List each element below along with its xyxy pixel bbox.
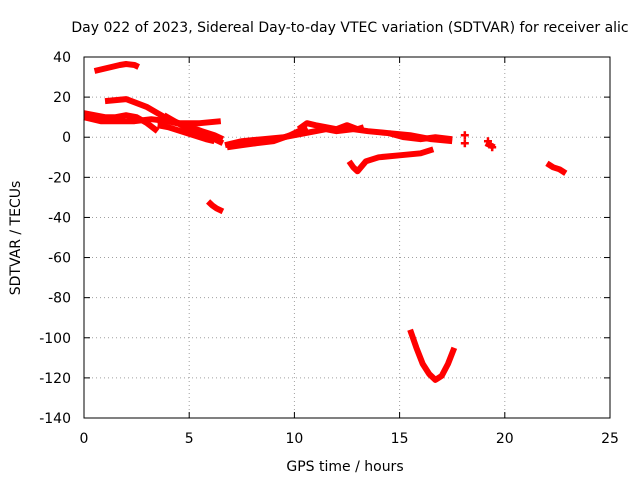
data-point xyxy=(460,139,469,148)
x-tick-label: 10 xyxy=(285,431,303,447)
series-arc-13 xyxy=(388,130,453,143)
y-tick-labels: 40 20 0 -20 -40 -60 -80 -100 -120 -140 xyxy=(39,50,71,427)
x-tick-label: 20 xyxy=(496,431,514,447)
y-tick-label: -80 xyxy=(48,291,71,307)
y-tick-label: -40 xyxy=(48,210,71,226)
series-arc-8 xyxy=(206,199,225,215)
x-tick-label: 0 xyxy=(80,431,89,447)
data-layer xyxy=(83,61,568,383)
plot-frame xyxy=(83,56,611,419)
x-axis-label: GPS time / hours xyxy=(286,459,403,475)
x-tick-label: 15 xyxy=(391,431,409,447)
y-tick-label: 40 xyxy=(53,50,71,66)
data-point xyxy=(483,137,492,146)
y-tick-label: -120 xyxy=(39,371,71,387)
series-arc-6 xyxy=(157,118,222,127)
series-arc-1 xyxy=(93,61,140,74)
y-tick-label: 20 xyxy=(53,90,71,106)
data-point xyxy=(460,131,469,140)
y-tick-label: -100 xyxy=(39,331,71,347)
axis-ticks xyxy=(83,56,611,419)
y-axis-label: SDTVAR / TECUs xyxy=(8,181,24,296)
chart-title: Day 022 of 2023, Sidereal Day-to-day VTE… xyxy=(71,20,628,36)
series-arc-15 xyxy=(545,160,568,176)
y-tick-label: 0 xyxy=(62,130,71,146)
x-tick-labels: 0 5 10 15 20 25 xyxy=(80,431,619,447)
data-point xyxy=(488,143,497,152)
y-tick-label: -140 xyxy=(39,411,71,427)
series-arc-7 xyxy=(157,122,216,145)
series-arc-14 xyxy=(407,328,458,383)
y-tick-label: -20 xyxy=(48,170,71,186)
grid xyxy=(84,57,610,418)
y-tick-label: -60 xyxy=(48,251,71,267)
series-arc-10 xyxy=(226,124,309,151)
series-arc-11 xyxy=(296,120,365,133)
x-tick-label: 25 xyxy=(601,431,619,447)
x-tick-label: 5 xyxy=(185,431,194,447)
series-arc-12 xyxy=(346,146,435,175)
